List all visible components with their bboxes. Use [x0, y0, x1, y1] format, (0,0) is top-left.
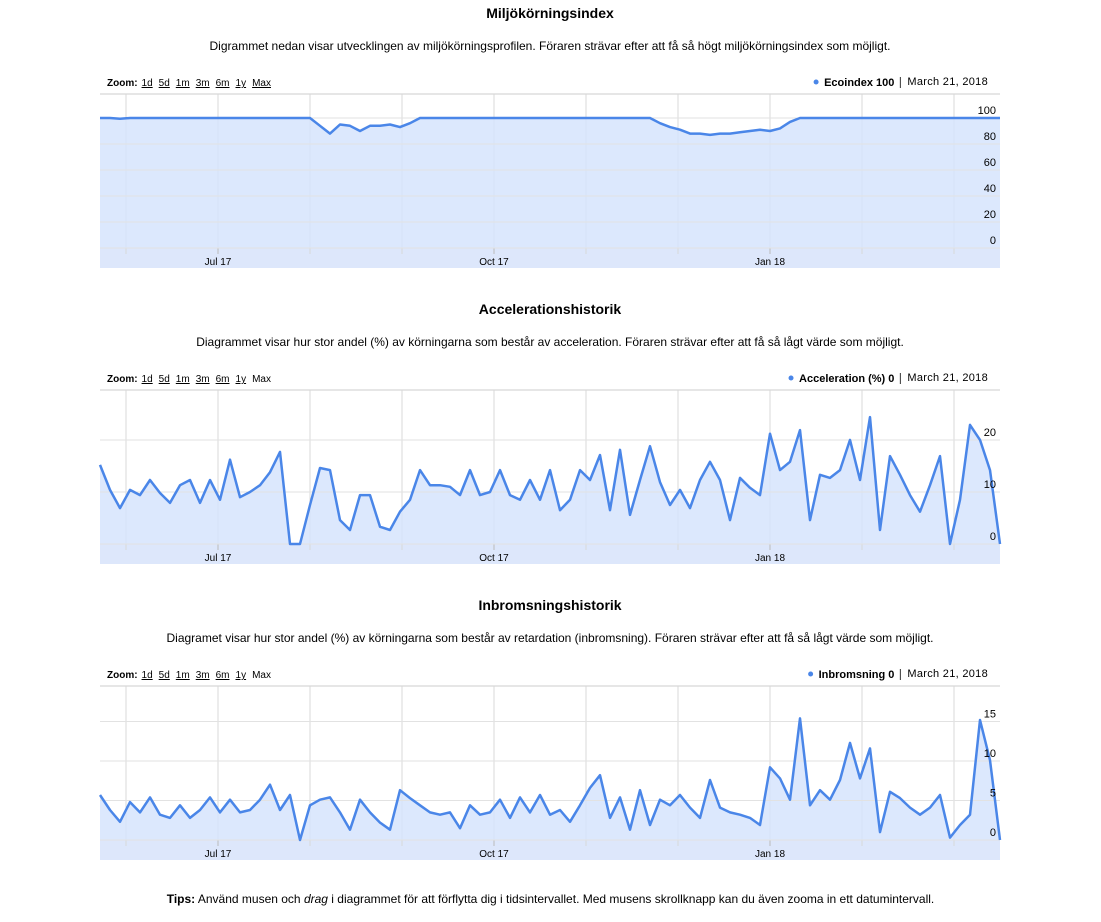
- zoom-option[interactable]: 5d: [159, 374, 170, 385]
- zoom-option[interactable]: 1m: [176, 374, 190, 385]
- chart-title: Inbromsningshistorik: [478, 597, 621, 613]
- tips-text: Använd musen och: [195, 892, 304, 906]
- line: [98, 415, 1002, 546]
- y-tick-label: 40: [984, 183, 996, 195]
- zoom-option[interactable]: 1d: [142, 374, 153, 385]
- series-group: [100, 417, 1000, 544]
- y-tick-label: 5: [990, 788, 996, 800]
- y-tick-label: 10: [984, 748, 996, 760]
- legend-date: March 21, 2018: [907, 668, 988, 680]
- tips: Tips: Använd musen och drag i diagrammet…: [0, 892, 1101, 906]
- x-tick-label: Oct 17: [479, 849, 509, 860]
- zoom-label: Zoom:: [107, 374, 138, 385]
- legend-value: 0: [888, 669, 894, 681]
- charts: Miljökörningsindex Digrammet nedan visar …: [98, 5, 1002, 860]
- zoom-option[interactable]: 1d: [142, 78, 153, 89]
- legend-name: Inbromsning: [819, 669, 886, 681]
- zoom-option[interactable]: 1y: [236, 670, 247, 681]
- chart-subtitle: Diagramet visar hur stor andel (%) av kö…: [167, 631, 934, 645]
- x-tick-label: Jan 18: [755, 553, 785, 564]
- line: [98, 717, 1002, 842]
- legend-value: 100: [876, 77, 894, 89]
- legend-value: 0: [888, 373, 894, 385]
- zoom-option[interactable]: 1m: [176, 670, 190, 681]
- zoom-option[interactable]: 6m: [216, 374, 230, 385]
- y-tick-label: 100: [978, 105, 996, 117]
- y-tick-label: 15: [984, 709, 996, 721]
- x-tick-label: Jul 17: [205, 257, 232, 268]
- axis-strip: [100, 248, 1000, 268]
- y-tick-label: 80: [984, 131, 996, 143]
- zoom-option[interactable]: 1y: [236, 78, 247, 89]
- zoom-option: Max: [252, 670, 271, 681]
- y-tick-label: 0: [990, 531, 996, 543]
- series-group: [100, 118, 1000, 248]
- zoom-option[interactable]: 3m: [196, 670, 210, 681]
- axis-strip: [100, 840, 1000, 860]
- x-tick-label: Jan 18: [755, 849, 785, 860]
- zoom-option[interactable]: 3m: [196, 374, 210, 385]
- y-tick-label: 0: [990, 827, 996, 839]
- series-group: [100, 718, 1000, 840]
- y-tick-label: 20: [984, 427, 996, 439]
- x-tick-label: Oct 17: [479, 257, 509, 268]
- chart-subtitle: Digrammet nedan visar utvecklingen av mi…: [210, 39, 891, 53]
- chart-subtitle: Diagrammet visar hur stor andel (%) av k…: [196, 335, 904, 349]
- legend-name: Ecoindex: [824, 77, 874, 89]
- zoom-option[interactable]: 6m: [216, 670, 230, 681]
- zoom-option[interactable]: 5d: [159, 670, 170, 681]
- zoom-option[interactable]: 1y: [236, 374, 247, 385]
- x-tick-label: Jul 17: [205, 553, 232, 564]
- y-tick-label: 20: [984, 209, 996, 221]
- zoom-label: Zoom:: [107, 78, 138, 89]
- y-tick-label: 0: [990, 235, 996, 247]
- tips-text: drag: [303, 892, 328, 906]
- area: [100, 118, 1000, 248]
- zoom-option[interactable]: 3m: [196, 78, 210, 89]
- legend-date: March 21, 2018: [907, 76, 988, 88]
- y-tick-label: 60: [984, 157, 996, 169]
- area: [100, 718, 1000, 840]
- legend-name: Acceleration (%): [799, 373, 886, 385]
- area: [100, 417, 1000, 544]
- zoom-option[interactable]: 6m: [216, 78, 230, 89]
- zoom-option[interactable]: 1m: [176, 78, 190, 89]
- x-tick-label: Oct 17: [479, 553, 509, 564]
- legend-marker: [788, 375, 794, 381]
- tips-label: Tips:: [166, 892, 196, 906]
- legend-marker: [808, 671, 814, 677]
- legend-marker: [813, 79, 819, 85]
- zoom-label: Zoom:: [107, 670, 138, 681]
- chart-title: Accelerationshistorik: [479, 301, 622, 317]
- axis-strip: [100, 544, 1000, 564]
- zoom-option[interactable]: Max: [252, 78, 271, 89]
- x-tick-label: Jan 18: [755, 257, 785, 268]
- zoom-option[interactable]: 1d: [142, 670, 153, 681]
- y-tick-label: 10: [984, 479, 996, 491]
- tips-text: i diagrammet för att förflytta dig i tid…: [327, 892, 935, 906]
- legend-date: March 21, 2018: [907, 372, 988, 384]
- x-tick-label: Jul 17: [205, 849, 232, 860]
- line: [100, 116, 1000, 137]
- zoom-option: Max: [252, 374, 271, 385]
- chart-title: Miljökörningsindex: [486, 5, 614, 21]
- zoom-option[interactable]: 5d: [159, 78, 170, 89]
